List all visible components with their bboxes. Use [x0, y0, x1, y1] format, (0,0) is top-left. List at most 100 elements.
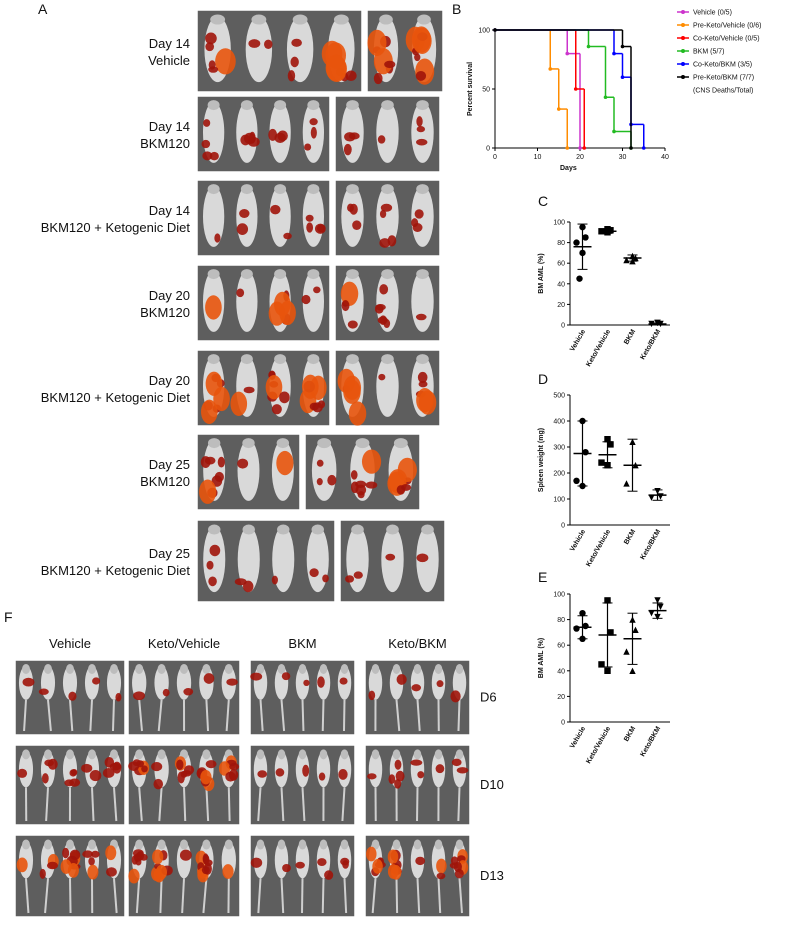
survival-point	[573, 87, 578, 91]
panel-label: C	[538, 193, 548, 209]
mouse-head	[274, 354, 287, 365]
imaging-block	[334, 264, 441, 342]
signal-blob	[208, 60, 216, 70]
signal-blob	[317, 676, 325, 688]
mouse-head	[22, 749, 30, 760]
legend-note: (CNS Deaths/Total)	[693, 88, 753, 95]
imaging-block	[127, 744, 241, 826]
signal-blob	[204, 859, 213, 867]
y-tick-label: 20	[557, 694, 565, 701]
signal-blob	[180, 770, 188, 778]
mouse-head	[224, 839, 233, 850]
legend-label: Pre-Keto/Vehicle (0/6)	[693, 23, 761, 30]
signal-blob	[379, 284, 389, 295]
mouse-head	[371, 664, 380, 674]
mouse-head	[66, 749, 74, 760]
mouse-body	[62, 751, 78, 788]
signal-blob	[350, 481, 359, 494]
signal-blob	[415, 313, 427, 321]
mouse-body	[237, 440, 260, 501]
signal-blob	[384, 60, 396, 69]
mouse-head	[110, 664, 118, 674]
x-tick-label: Vehicle	[569, 328, 587, 352]
mouse-head	[157, 749, 166, 760]
signal-blob	[436, 680, 444, 688]
survival-point	[612, 51, 616, 56]
mouse-tail	[342, 699, 346, 732]
legend-label: Co-Keto/Vehicle (0/5)	[693, 36, 760, 43]
signal-blob	[287, 70, 296, 82]
signal-blob	[373, 72, 383, 85]
imaging-block	[364, 744, 471, 826]
mouse-tail	[395, 699, 401, 732]
data-point	[632, 626, 639, 634]
y-tick-label: 100	[553, 497, 565, 504]
signal-blob	[302, 764, 310, 777]
data-point	[623, 480, 630, 487]
signal-blob	[209, 544, 221, 557]
signal-blob	[397, 457, 417, 483]
data-point	[582, 449, 589, 456]
imaging-block	[249, 834, 356, 918]
imaging-block	[196, 9, 363, 93]
mouse-head	[242, 438, 255, 449]
mouse-tail	[257, 787, 262, 822]
signal-blob	[249, 131, 256, 144]
x-tick-label: BKM	[623, 725, 637, 742]
signal-blob	[248, 39, 261, 48]
imaging-block	[196, 349, 331, 427]
data-point	[629, 616, 636, 623]
mouse-head	[317, 438, 332, 449]
mouse-body	[62, 666, 78, 700]
mouse-head	[274, 269, 287, 280]
signal-blob	[316, 459, 324, 467]
signal-blob	[128, 868, 140, 884]
survival-point	[603, 95, 608, 100]
signal-blob	[454, 868, 464, 879]
signal-blob	[361, 449, 382, 474]
signal-blob	[153, 778, 164, 790]
mouse-head	[392, 839, 401, 850]
mouse-head	[421, 524, 434, 535]
mouse-tail	[135, 878, 141, 914]
signal-blob	[202, 151, 213, 161]
imaging-block	[196, 264, 331, 342]
panel-label: D	[538, 371, 548, 387]
signal-blob	[379, 209, 387, 219]
data-point	[604, 462, 611, 469]
signal-blob	[141, 765, 148, 773]
signal-blob	[257, 770, 268, 778]
mouse-head	[307, 184, 320, 195]
mouse-tail	[371, 878, 377, 914]
mouse-head	[207, 354, 220, 365]
signal-blob	[385, 553, 396, 561]
signal-blob	[270, 204, 281, 215]
signal-blob	[414, 209, 424, 219]
mouse-head	[298, 749, 307, 760]
mouse-tail	[69, 699, 74, 732]
signal-blob	[90, 850, 100, 858]
signal-blob	[82, 850, 94, 858]
y-axis-label: BM AML (%)	[538, 638, 545, 678]
y-tick-label: 80	[557, 617, 565, 624]
mouse-head	[307, 354, 320, 365]
mouse-head	[455, 839, 464, 850]
signal-blob	[151, 761, 163, 772]
signal-blob	[69, 769, 77, 777]
data-point	[623, 648, 630, 655]
mouse-body	[236, 102, 258, 163]
signal-blob	[213, 386, 230, 412]
mouse-head	[298, 839, 307, 850]
data-point	[573, 477, 580, 484]
mouse-body	[272, 526, 295, 593]
imaging-block	[364, 659, 471, 736]
mouse-head	[22, 839, 30, 850]
mouse-head	[44, 839, 52, 850]
mouse-body	[203, 526, 226, 593]
mouse-head	[88, 664, 96, 674]
signal-blob	[310, 126, 317, 139]
signal-blob	[282, 863, 291, 873]
mouse-head	[307, 100, 320, 111]
signal-blob	[203, 119, 211, 127]
row-treatment: BKM120 + Ketogenic Diet	[41, 563, 191, 578]
